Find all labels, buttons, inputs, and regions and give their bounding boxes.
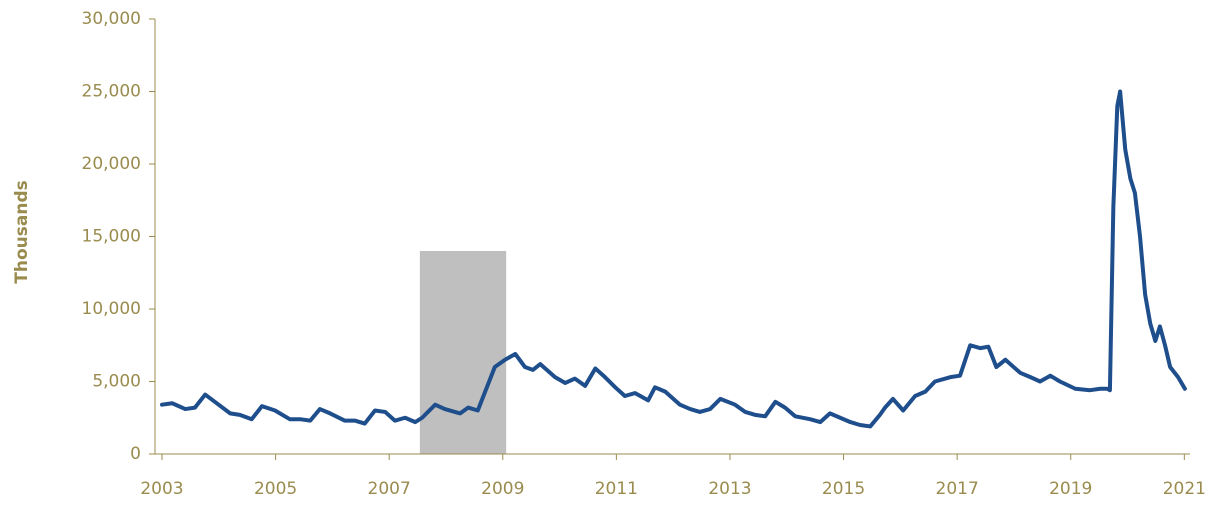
- x-tick-label: 2019: [1049, 479, 1092, 499]
- x-tick-label: 2013: [708, 479, 751, 499]
- x-tick-label: 2017: [936, 479, 979, 499]
- y-tick-label: 20,000: [82, 154, 141, 174]
- line-series: [160, 89, 1187, 429]
- x-tick-label: 2005: [254, 479, 297, 499]
- x-tick-label: 2009: [481, 479, 524, 499]
- y-tick-label: 30,000: [82, 9, 141, 29]
- x-tick-label: 2021: [1163, 479, 1206, 499]
- x-tick-label: 2003: [140, 479, 183, 499]
- x-tick-label: 2011: [595, 479, 638, 499]
- y-tick-label: 10,000: [82, 299, 141, 319]
- y-tick-label: 5,000: [92, 372, 141, 392]
- x-tick-label: 2015: [822, 479, 865, 499]
- y-tick-label: 15,000: [82, 227, 141, 247]
- x-tick-label: 2007: [368, 479, 411, 499]
- y-tick-label: 25,000: [82, 82, 141, 102]
- shaded-region: [419, 251, 507, 454]
- y-axis-label: Thousands: [12, 180, 32, 283]
- y-tick-label: 0: [130, 444, 141, 464]
